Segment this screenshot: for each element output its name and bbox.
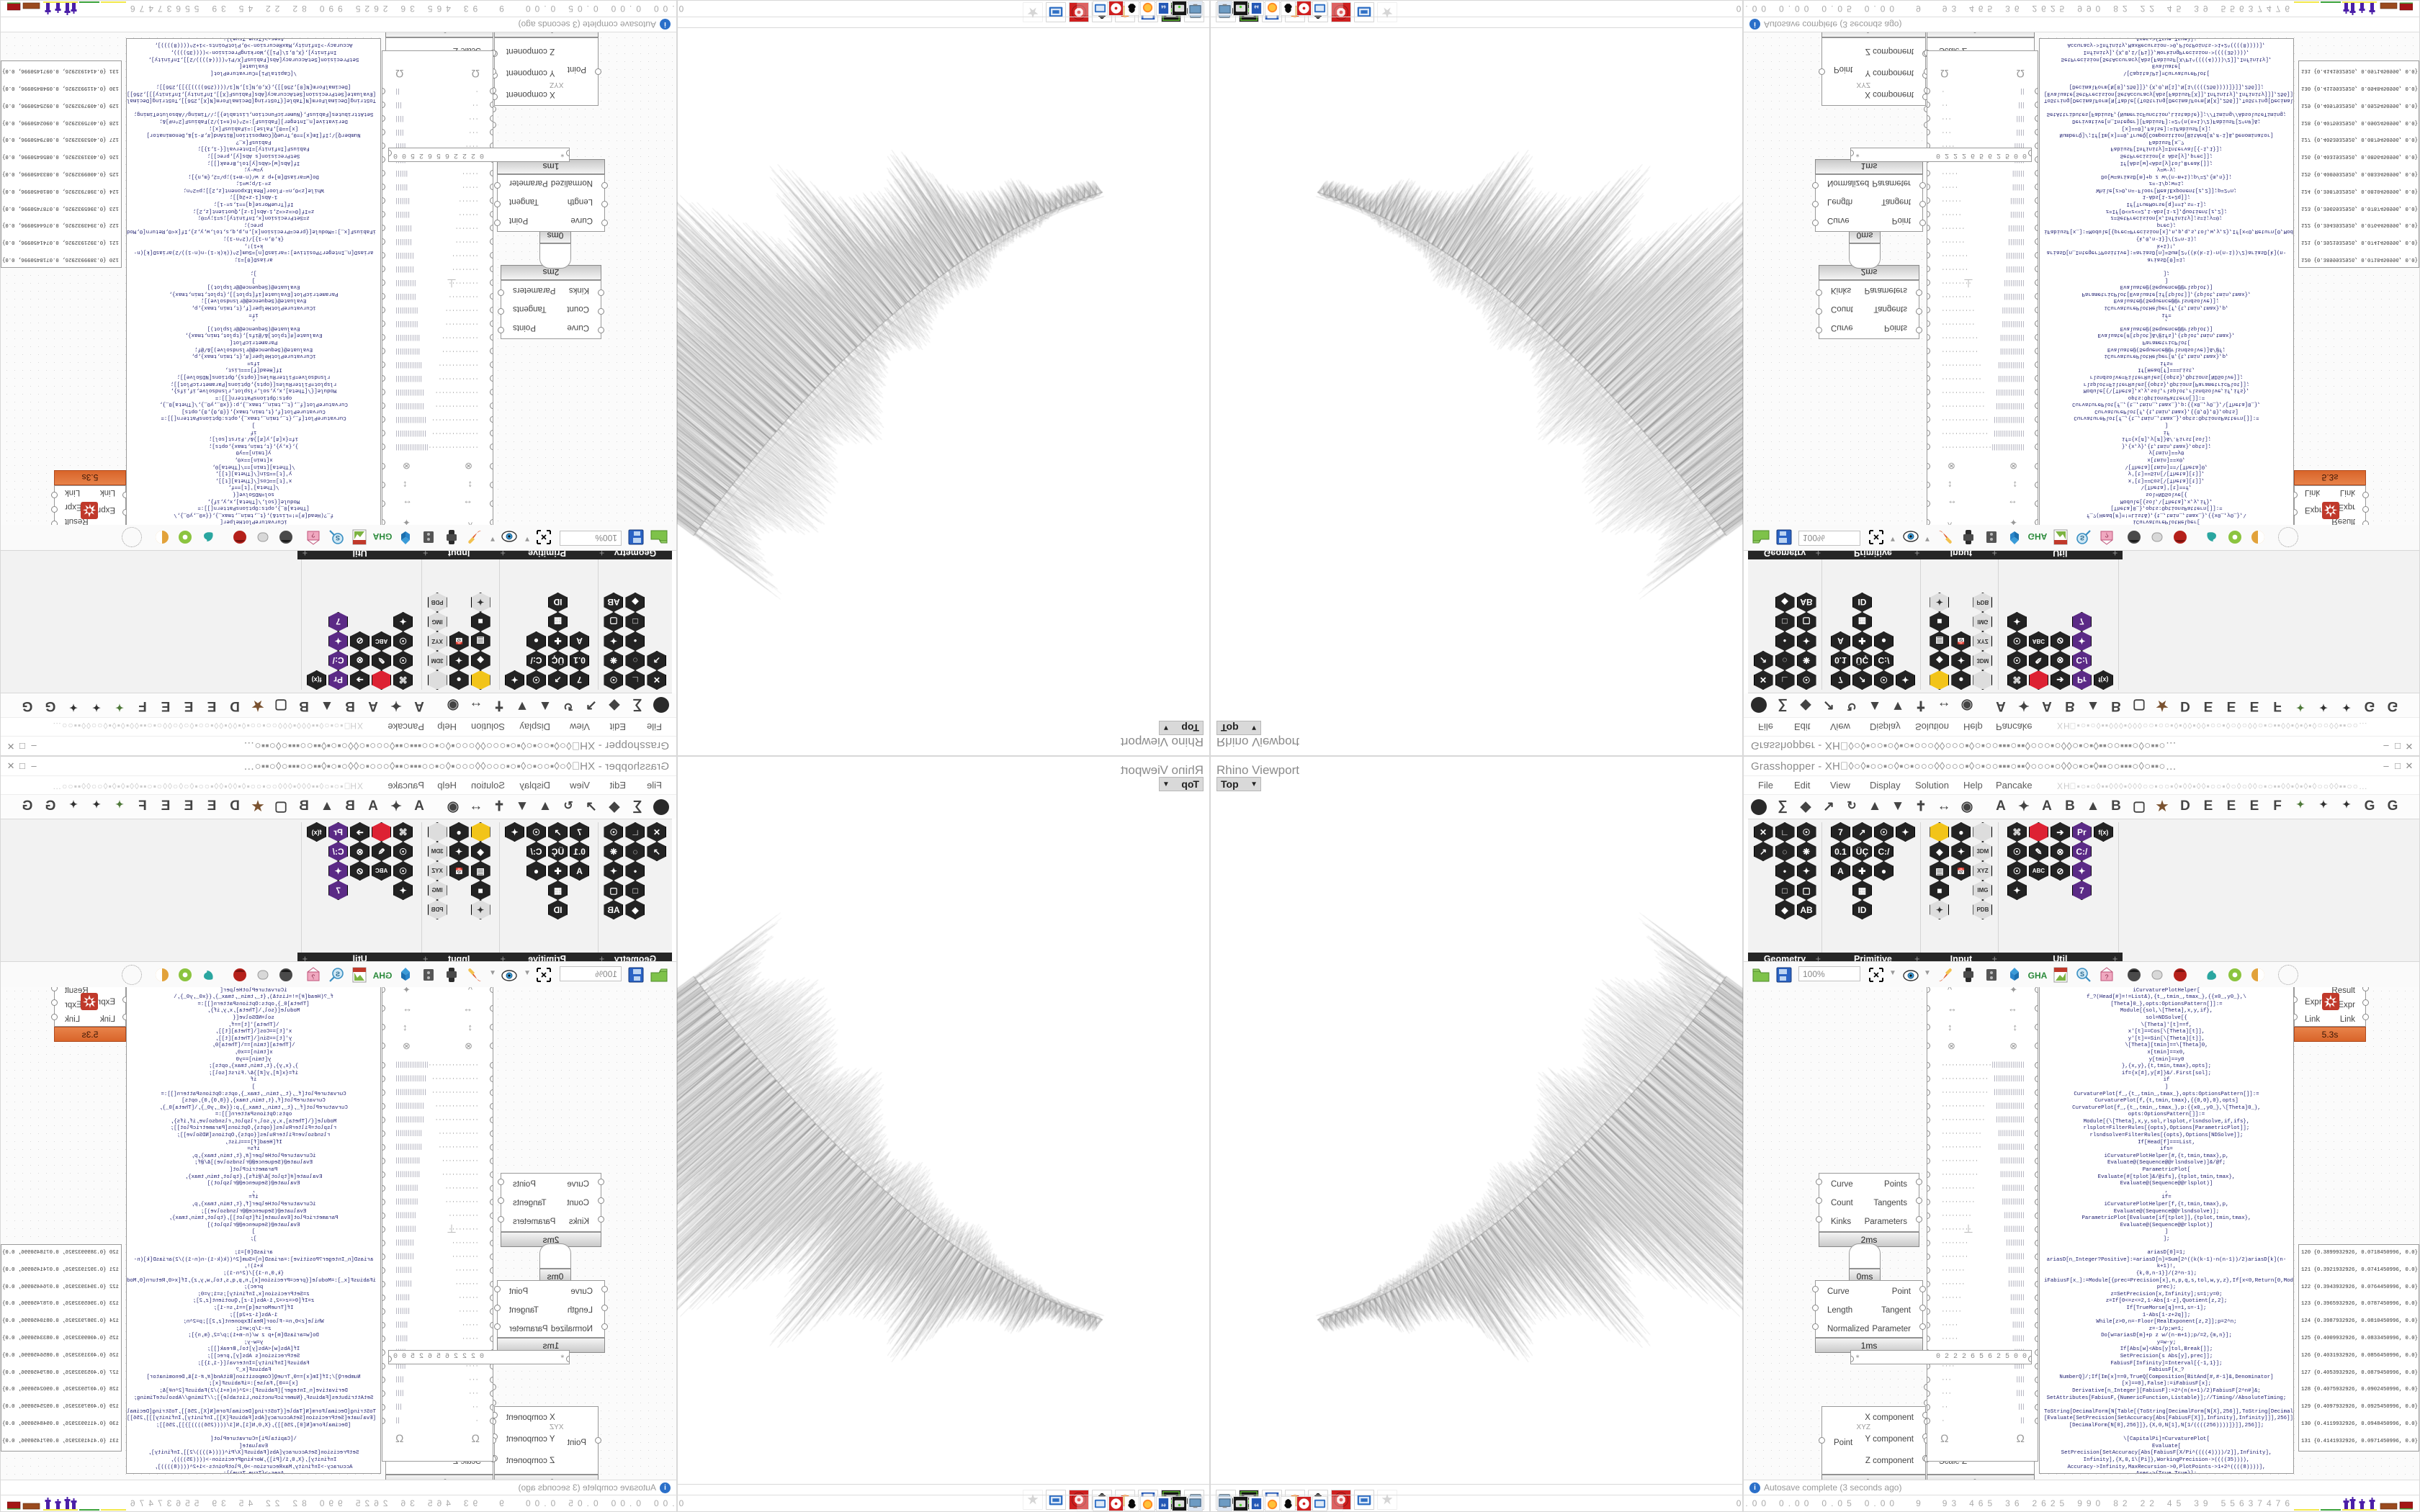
svg-text:64: 64 [1161,4,1166,9]
svg-text:S: S [336,971,340,978]
svg-text:64: 64 [1254,1503,1259,1508]
svg-text:?: ? [2105,531,2108,539]
svg-text:?: ? [311,973,315,981]
svg-text:?: ? [2105,973,2108,981]
svg-text:GHA: GHA [372,971,392,981]
svg-text:64: 64 [1161,1503,1166,1508]
svg-text:S: S [2080,971,2084,978]
svg-text:GHA: GHA [2028,971,2048,981]
svg-text:64: 64 [1254,4,1259,9]
svg-text:S: S [336,534,340,541]
svg-text:S: S [2080,534,2084,541]
svg-text:GHA: GHA [2028,531,2048,541]
svg-text:GHA: GHA [372,531,392,541]
svg-text:?: ? [311,531,315,539]
